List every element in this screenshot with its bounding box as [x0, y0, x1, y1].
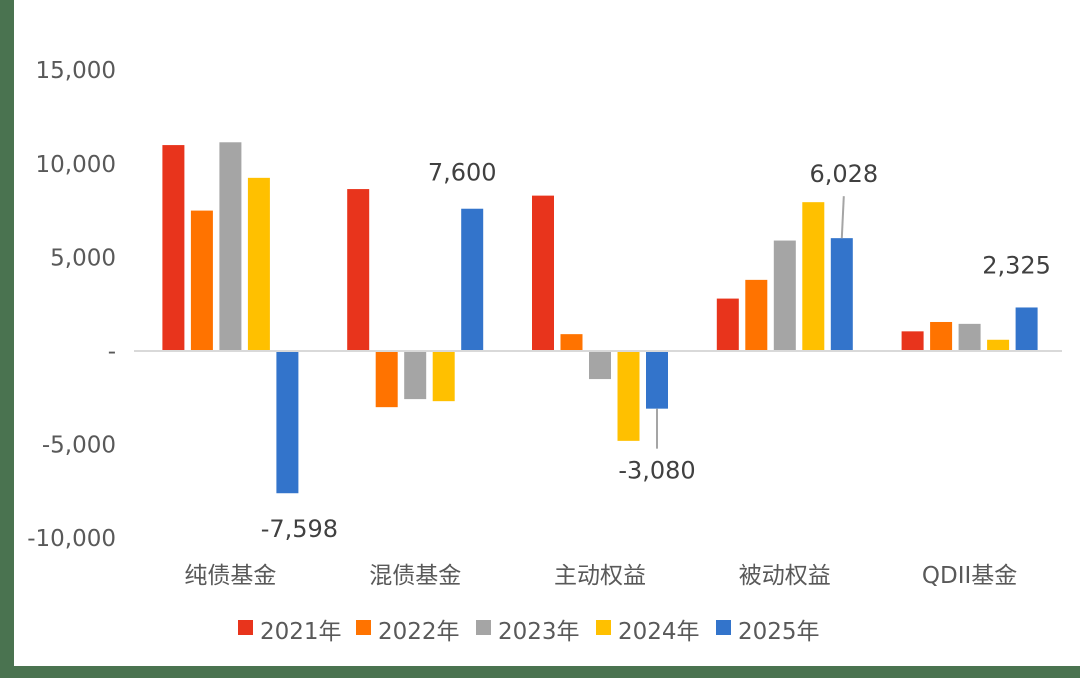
bar: [958, 323, 981, 351]
y-axis: 15,000 10,000 5,000 - -5,000 -10,000: [27, 58, 116, 552]
bar: [404, 351, 427, 400]
bar: [617, 351, 640, 441]
bar: [461, 208, 484, 351]
bar: [347, 189, 370, 351]
y-tick-label: 5,000: [50, 245, 116, 271]
bar: [646, 351, 668, 409]
leader-line: [840, 196, 845, 239]
data-label: 7,600: [428, 159, 497, 187]
legend: 2021年 2022年 2023年 2024年 2025年: [238, 619, 820, 645]
bar: [987, 339, 1010, 351]
legend-swatch-icon: [238, 620, 253, 635]
x-category-label: 混债基金: [369, 563, 461, 589]
x-axis: 纯债基金 混债基金 主动权益 被动权益 QDII基金: [184, 563, 1017, 589]
y-tick-label: -10,000: [27, 526, 116, 552]
x-category-label: 主动权益: [554, 563, 646, 589]
legend-label: 2025年: [738, 619, 820, 645]
data-label: 6,028: [809, 160, 878, 188]
bar: [901, 331, 924, 351]
bar: [247, 177, 270, 351]
x-category-label: 纯债基金: [184, 563, 276, 589]
legend-item: 2022年: [356, 619, 460, 645]
bar: [716, 298, 739, 351]
data-label: -7,598: [261, 515, 338, 543]
bar: [560, 334, 583, 351]
bar: [1015, 307, 1038, 351]
bar: [830, 238, 853, 351]
bar: [745, 279, 768, 351]
data-labels: -7,598 7,600 -3,080 6,028 2,325: [261, 159, 1051, 544]
data-label: -3,080: [618, 457, 695, 485]
frame-bottom-border: [0, 666, 1080, 678]
bar: [773, 240, 796, 351]
legend-swatch-icon: [476, 620, 491, 635]
legend-swatch-icon: [596, 620, 611, 635]
bar: [375, 351, 398, 408]
data-label: 2,325: [982, 251, 1051, 279]
legend-label: 2023年: [498, 619, 580, 645]
legend-label: 2021年: [260, 619, 342, 645]
legend-label: 2024年: [618, 619, 700, 645]
y-tick-label: 10,000: [36, 152, 116, 178]
x-category-label: QDII基金: [922, 563, 1017, 589]
legend-swatch-icon: [716, 620, 731, 635]
bar: [802, 202, 825, 351]
bar: [930, 321, 953, 351]
bar: [162, 145, 185, 351]
bar: [589, 351, 611, 380]
bar: [532, 195, 554, 351]
bar: [432, 351, 455, 402]
bar: [276, 351, 299, 494]
bars: [162, 142, 1038, 494]
bar: [219, 142, 242, 351]
legend-item: 2021年: [238, 619, 342, 645]
legend-item: 2024年: [596, 619, 700, 645]
legend-swatch-icon: [356, 620, 371, 635]
frame-left-border: [0, 0, 14, 678]
y-tick-label: 15,000: [36, 58, 116, 84]
y-tick-label: -: [108, 339, 116, 365]
legend-item: 2025年: [716, 619, 820, 645]
legend-label: 2022年: [378, 619, 460, 645]
bar: [190, 210, 213, 351]
x-category-label: 被动权益: [739, 563, 831, 589]
y-tick-label: -5,000: [42, 433, 116, 459]
legend-item: 2023年: [476, 619, 580, 645]
